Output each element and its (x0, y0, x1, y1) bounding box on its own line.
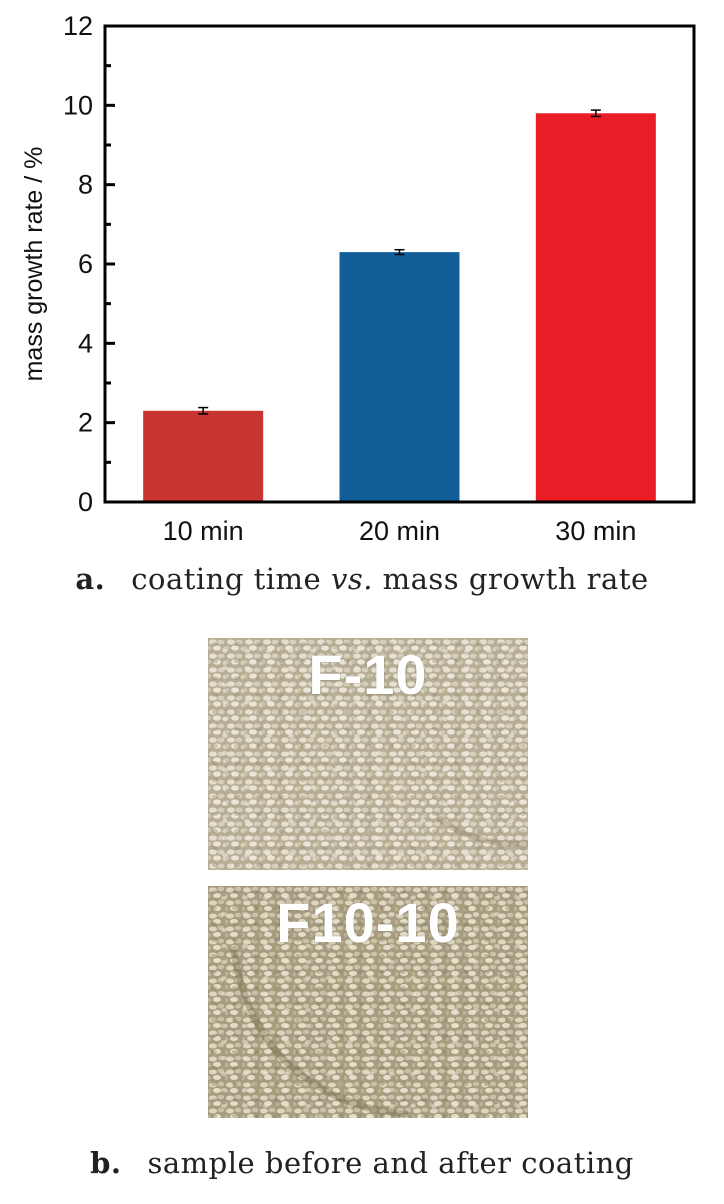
sample-photo-before: F-10 (208, 638, 528, 870)
coated-seeds-texture (208, 886, 528, 1118)
caption-a-text-after: mass growth rate (372, 562, 649, 596)
bars (143, 109, 656, 503)
y-tick-label: 0 (78, 487, 93, 517)
axis-labels: 0 2 4 6 8 10 12 10 min 20 min 30 min (63, 11, 636, 546)
caption-b-label: b. (90, 1146, 122, 1180)
y-axis-title: mass growth rate / % (20, 147, 48, 382)
y-tick-label: 6 (78, 249, 93, 279)
caption-a-text-italic: vs. (330, 562, 373, 596)
plot-frame (103, 24, 696, 504)
y-tick-label: 2 (78, 408, 93, 438)
x-tick-label: 30 min (555, 516, 636, 546)
x-tick-label: 10 min (163, 516, 244, 546)
bar-0 (143, 410, 264, 502)
photo-label-before: F-10 (308, 643, 428, 706)
bar-2 (535, 113, 656, 503)
x-tick-label: 20 min (359, 516, 440, 546)
caption-b: b. sample before and after coating (0, 1146, 724, 1180)
y-tick-label: 8 (78, 170, 93, 200)
caption-a-label: a. (75, 562, 106, 596)
sample-photo-after: F10-10 (208, 886, 528, 1118)
coated-seeds-texture (208, 638, 528, 870)
caption-a-text-before: coating time (131, 562, 331, 596)
y-tick-label: 10 (63, 90, 93, 120)
photo-label-after: F10-10 (276, 891, 460, 954)
caption-a: a. coating time vs. mass growth rate (0, 562, 724, 596)
bar-chart: 0 2 4 6 8 10 12 10 min 20 min 30 min mass growth … (20, 11, 696, 546)
y-tick-label: 4 (78, 328, 93, 358)
bar-1 (339, 252, 460, 502)
caption-b-text: sample before and after coating (147, 1146, 634, 1180)
y-tick-label: 12 (63, 11, 93, 41)
